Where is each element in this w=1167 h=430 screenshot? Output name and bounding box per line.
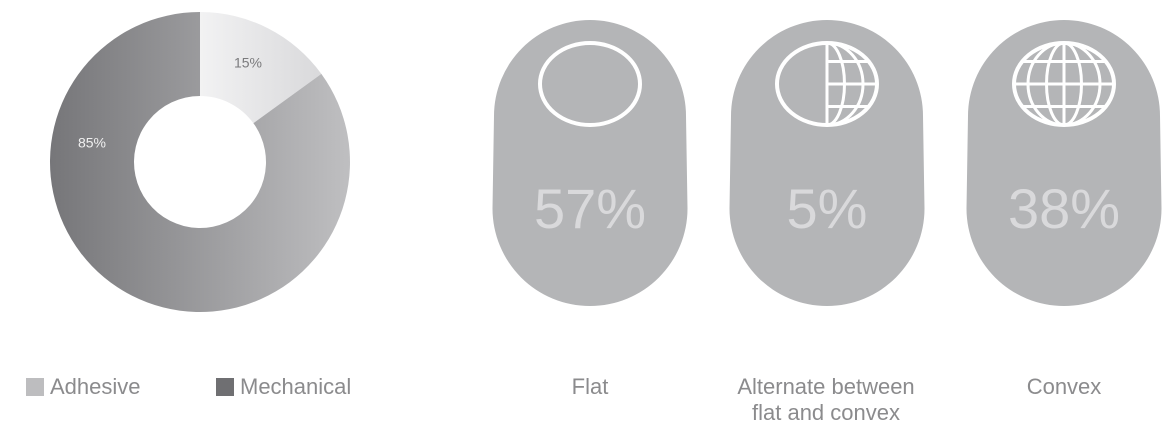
legend-swatch-mechanical — [216, 378, 234, 396]
category-label-convex: Convex — [1026, 374, 1102, 399]
badge-value-2: 38% — [1008, 177, 1120, 240]
legend-item-mechanical: Mechanical — [216, 372, 351, 402]
flat-oval-icon — [538, 41, 642, 127]
badge-value-0: 57% — [534, 177, 646, 240]
badge-shape — [492, 20, 688, 306]
badge-flat: 57% — [492, 20, 688, 306]
globe-icon — [1012, 41, 1116, 127]
legend-swatch-adhesive — [26, 378, 44, 396]
legend-item-adhesive: Adhesive — [26, 372, 141, 402]
slice-label-mechanical: 85% — [78, 135, 106, 151]
shape-badges: 57% 5% 38% — [492, 20, 1162, 306]
badge-value-1: 5% — [787, 177, 868, 240]
donut-slice-mechanical — [49, 12, 351, 313]
legend-label-adhesive: Adhesive — [50, 374, 141, 399]
legend-label-mechanical: Mechanical — [240, 374, 352, 399]
half-globe-icon — [775, 41, 879, 127]
slice-label-adhesive: 15% — [234, 55, 262, 71]
donut-slice-adhesive — [200, 12, 322, 124]
category-label-alternate: Alternate between flat and convex — [737, 374, 915, 425]
category-label-flat: Flat — [571, 374, 609, 399]
donut-chart: 15% 85% — [49, 12, 351, 313]
badge-alternate: 5% — [729, 20, 925, 306]
badge-convex: 38% — [966, 20, 1162, 306]
